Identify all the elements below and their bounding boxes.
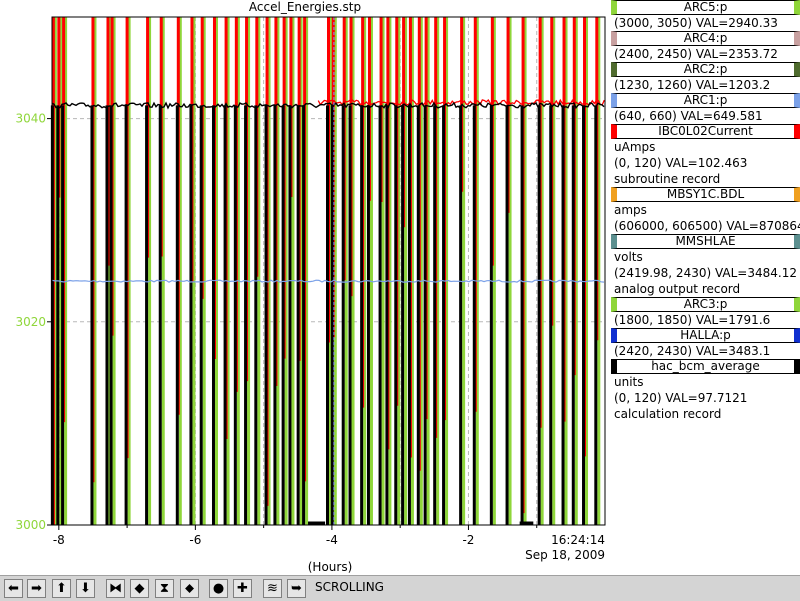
x-tick-label: -2	[462, 533, 474, 547]
legend-item-detail: (2419.98, 2430) VAL=3484.12	[614, 266, 797, 280]
end-time-label: 16:24:14	[551, 533, 605, 547]
series-hac-line	[51, 101, 605, 110]
legend-item-detail: calculation record	[614, 407, 722, 421]
legend-item[interactable]: MMSHLAE volts (2419.98, 2430) VAL=3484.12 a…	[610, 234, 800, 297]
x-tick-label: -4	[326, 533, 338, 547]
legend-item-detail: (0, 120) VAL=102.463	[614, 156, 748, 170]
legend-item-detail: (1230, 1260) VAL=1203.2	[614, 78, 771, 92]
legend-item-detail: amps	[614, 203, 647, 217]
arrow-right-icon[interactable]: ➡	[27, 579, 46, 598]
legend-item[interactable]: MBSY1C.BDL amps (606000, 606500) VAL=87086…	[610, 187, 800, 234]
legend-item-detail: (2400, 2450) VAL=2353.72	[614, 47, 778, 61]
x-axis-label: (Hours)	[308, 560, 353, 574]
arrow-up-icon[interactable]: ⬆	[52, 579, 71, 598]
plus-icon[interactable]: ✚	[233, 579, 252, 598]
legend-item[interactable]: HALLA:p (2420, 2430) VAL=3483.1	[610, 328, 800, 359]
legend-item-name: hac_bcm_average	[611, 359, 800, 374]
legend-item-name: ARC3:p	[611, 297, 800, 312]
plot-frame	[51, 16, 606, 526]
legend-item-name: MBSY1C.BDL	[611, 187, 800, 202]
export-icon[interactable]: ➥	[287, 579, 306, 598]
legend-item[interactable]: ARC3:p (1800, 1850) VAL=1791.6	[610, 297, 800, 328]
legend-item[interactable]: ARC2:p (1230, 1260) VAL=1203.2	[610, 62, 800, 93]
legend-item-detail: subroutine record	[614, 172, 721, 186]
legend: ARC5:p (3000, 3050) VAL=2940.33 ARC4:p (240…	[610, 0, 800, 422]
legend-item-detail: (0, 120) VAL=97.7121	[614, 391, 748, 405]
y-tick-label: 3040	[15, 112, 46, 126]
y-tick-label: 3020	[15, 315, 46, 329]
legend-item-name: IBC0L02Current	[611, 124, 800, 139]
shrink-horizontal-icon[interactable]: ◆	[130, 579, 149, 598]
legend-item-detail: analog output record	[614, 282, 741, 296]
arrow-left-icon[interactable]: ⬅	[4, 579, 23, 598]
legend-item-detail: uAmps	[614, 140, 656, 154]
legend-item-name: ARC5:p	[611, 0, 800, 15]
expand-vertical-icon[interactable]: ⧗	[155, 579, 174, 598]
legend-item-detail: volts	[614, 250, 643, 264]
shrink-vertical-icon[interactable]: ⬥	[180, 579, 199, 598]
series-mmshlae	[51, 279, 605, 283]
expand-horizontal-icon[interactable]: ⧓	[106, 579, 125, 598]
record-icon[interactable]: ●	[209, 579, 228, 598]
legend-item-name: MMSHLAE	[611, 234, 800, 249]
legend-item[interactable]: IBC0L02Current uAmps (0, 120) VAL=102.463 s…	[610, 124, 800, 187]
end-date-label: Sep 18, 2009	[525, 548, 605, 562]
legend-item-detail: (3000, 3050) VAL=2940.33	[614, 16, 778, 30]
arrow-down-icon[interactable]: ⬇	[76, 579, 95, 598]
status-text: SCROLLING	[315, 580, 384, 594]
legend-item-name: ARC4:p	[611, 31, 800, 46]
legend-item-name: ARC1:p	[611, 93, 800, 108]
legend-item-detail: units	[614, 375, 644, 389]
legend-item[interactable]: hac_bcm_average units (0, 120) VAL=97.7121…	[610, 359, 800, 422]
legend-item[interactable]: ARC4:p (2400, 2450) VAL=2353.72	[610, 31, 800, 62]
legend-item-detail: (2420, 2430) VAL=3483.1	[614, 344, 771, 358]
legend-item[interactable]: ARC5:p (3000, 3050) VAL=2940.33	[610, 0, 800, 31]
legend-item-detail: (640, 660) VAL=649.581	[614, 109, 763, 123]
legend-item-detail: (606000, 606500) VAL=870864	[614, 219, 800, 233]
x-tick-label: -8	[53, 533, 65, 547]
series-ibc-line	[317, 98, 605, 107]
chart-title: Accel_Energies.stp	[248, 0, 362, 14]
x-tick-label: -6	[189, 533, 201, 547]
legend-item-name: ARC2:p	[611, 62, 800, 77]
legend-item-name: HALLA:p	[611, 328, 800, 343]
graph-mode-icon[interactable]: ≋	[263, 579, 282, 598]
legend-item[interactable]: ARC1:p (640, 660) VAL=649.581	[610, 93, 800, 124]
legend-item-detail: (1800, 1850) VAL=1791.6	[614, 313, 771, 327]
toolbar: ⬅ ➡ ⬆ ⬇ ⧓ ◆ ⧗ ⬥ ● ✚ ≋ ➥ SCROLLING	[0, 575, 800, 601]
y-tick-label: 3000	[15, 518, 46, 532]
